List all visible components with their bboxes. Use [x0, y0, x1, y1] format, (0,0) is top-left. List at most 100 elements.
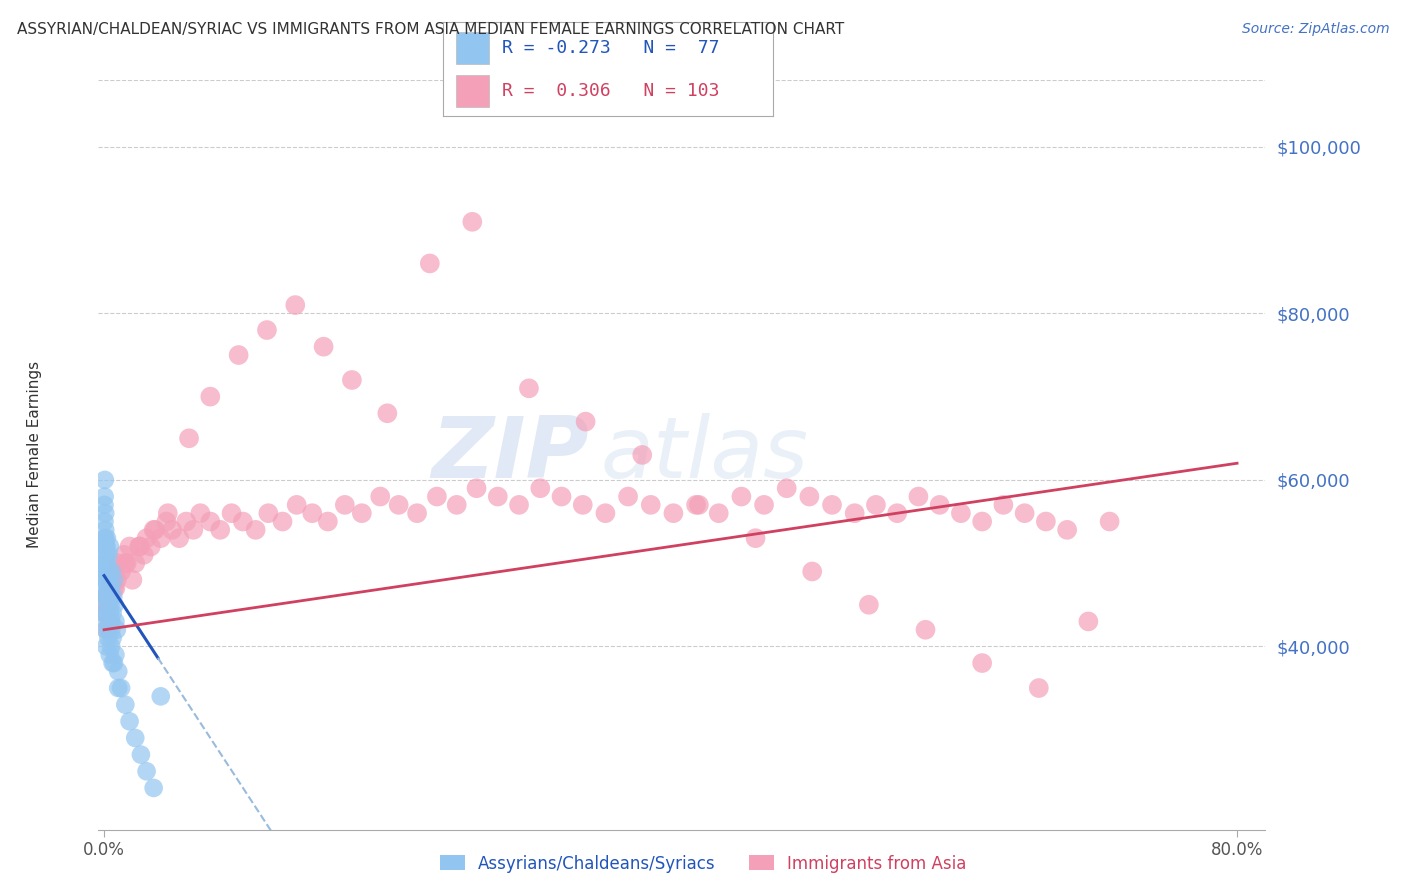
Point [97, 590, 120, 604]
Point [160, 523, 183, 537]
Point [96, 565, 118, 579]
Point [98, 590, 121, 604]
Point [167, 531, 190, 545]
Point [149, 690, 172, 704]
Point [752, 498, 775, 512]
Point [94, 565, 117, 579]
Point [575, 415, 598, 429]
Point [104, 581, 127, 595]
Point [98, 606, 121, 620]
Point [100, 623, 122, 637]
Point [744, 531, 766, 545]
Point [426, 490, 449, 504]
Point [155, 515, 177, 529]
Point [181, 523, 204, 537]
Text: R =  0.306   N = 103: R = 0.306 N = 103 [502, 82, 720, 100]
Point [209, 523, 232, 537]
Point [149, 531, 172, 545]
Point [104, 615, 127, 629]
Point [688, 498, 710, 512]
Point [886, 506, 908, 520]
Point [98, 606, 121, 620]
Point [96, 556, 118, 570]
Point [94, 531, 117, 545]
Point [156, 506, 179, 520]
Point [350, 506, 373, 520]
Point [118, 714, 141, 729]
Point [972, 515, 994, 529]
Point [97, 581, 120, 595]
Point [730, 490, 752, 504]
Point [707, 506, 730, 520]
Point [128, 540, 150, 554]
Point [1035, 515, 1057, 529]
Point [928, 498, 950, 512]
Point [98, 581, 121, 595]
Point [685, 498, 707, 512]
Point [93, 540, 115, 554]
Point [96, 590, 118, 604]
Point [94, 598, 117, 612]
Point [190, 506, 212, 520]
Point [257, 506, 280, 520]
Point [96, 573, 118, 587]
Point [105, 623, 128, 637]
Point [312, 340, 335, 354]
Point [100, 590, 122, 604]
Point [617, 490, 640, 504]
Point [98, 590, 121, 604]
Point [340, 373, 363, 387]
Text: ASSYRIAN/CHALDEAN/SYRIAC VS IMMIGRANTS FROM ASIA MEDIAN FEMALE EARNINGS CORRELAT: ASSYRIAN/CHALDEAN/SYRIAC VS IMMIGRANTS F… [17, 22, 844, 37]
Point [801, 565, 824, 579]
Point [245, 523, 267, 537]
Point [110, 565, 132, 579]
Point [1028, 681, 1050, 695]
Point [101, 631, 124, 645]
Point [97, 631, 120, 645]
Point [96, 606, 118, 620]
Point [100, 640, 122, 654]
Point [221, 506, 243, 520]
Point [419, 256, 441, 270]
Point [93, 606, 115, 620]
Point [972, 656, 994, 670]
Point [94, 473, 117, 487]
Point [98, 540, 121, 554]
Point [550, 490, 572, 504]
Point [368, 490, 391, 504]
Point [139, 540, 162, 554]
Point [100, 615, 122, 629]
Point [93, 515, 115, 529]
Point [799, 490, 821, 504]
Point [132, 548, 155, 562]
Point [93, 490, 115, 504]
Point [96, 640, 118, 654]
Point [1014, 506, 1036, 520]
Point [104, 598, 127, 612]
Point [640, 498, 662, 512]
Point [200, 515, 222, 529]
Point [301, 506, 323, 520]
Point [94, 623, 117, 637]
Point [93, 556, 115, 570]
Point [100, 598, 122, 612]
Point [110, 681, 132, 695]
Point [96, 531, 118, 545]
Point [97, 598, 120, 612]
Point [103, 656, 125, 670]
Point [115, 556, 138, 570]
Point [100, 581, 122, 595]
Point [631, 448, 654, 462]
Point [114, 556, 136, 570]
Point [104, 648, 127, 662]
Point [949, 506, 972, 520]
Text: R = -0.273   N =  77: R = -0.273 N = 77 [502, 38, 720, 56]
Point [104, 565, 127, 579]
Point [1098, 515, 1121, 529]
Point [993, 498, 1015, 512]
Point [98, 648, 121, 662]
Point [129, 747, 152, 762]
Point [93, 581, 115, 595]
Point [96, 540, 118, 554]
Point [121, 573, 143, 587]
